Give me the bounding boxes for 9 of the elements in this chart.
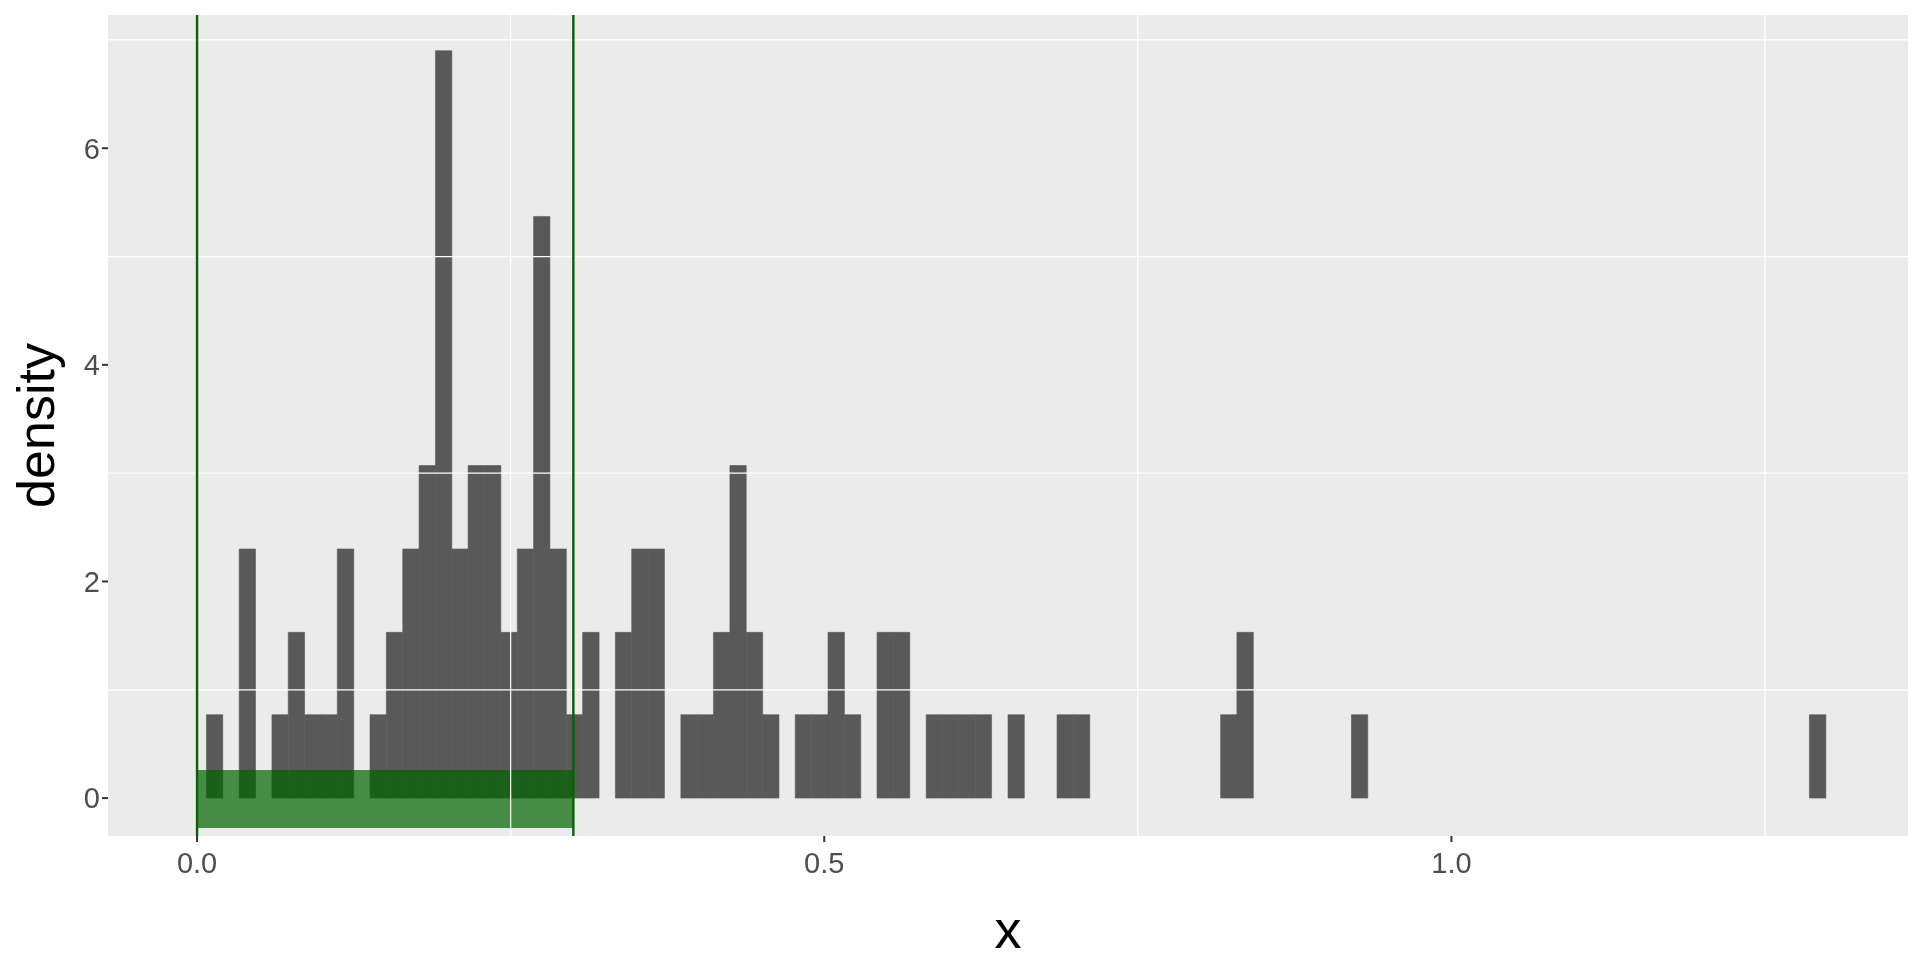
x-tick-label: 0.0 — [176, 846, 218, 879]
y-tick-label: 2 — [83, 565, 100, 598]
y-tick-label: 6 — [83, 132, 100, 165]
x-tick-label: 0.5 — [804, 846, 845, 879]
x-tick-label: 1.0 — [1431, 846, 1472, 879]
x-axis-title: x — [994, 899, 1022, 959]
y-tick-label: 4 — [83, 349, 100, 382]
y-axis-title: density — [7, 343, 66, 508]
y-tick-label: 0 — [83, 782, 100, 815]
